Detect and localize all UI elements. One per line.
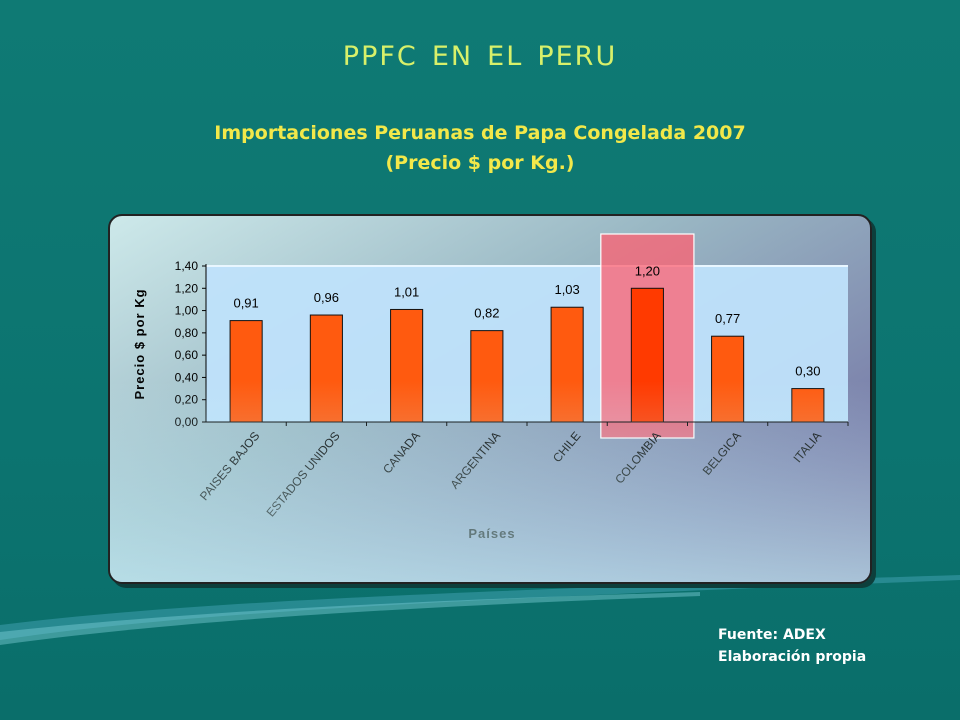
y-tick-label: 1,40 (175, 259, 199, 273)
credit-line: Elaboración propia (718, 649, 867, 665)
bar (630, 287, 664, 423)
subtitle-line-1: Importaciones Peruanas de Papa Congelada… (214, 122, 746, 144)
x-tick-label: CHILE (550, 429, 583, 465)
source-line: Fuente: ADEX (718, 627, 826, 643)
data-label: 1,20 (635, 263, 660, 278)
chart-panel: 0,00 0,20 0,40 0,60 0,80 1,00 1,20 1,40 0,91 PAIS… (108, 214, 872, 584)
y-tick-label: 0,00 (175, 415, 199, 429)
y-tick-label: 1,00 (175, 304, 199, 318)
data-label: 0,91 (233, 296, 258, 311)
bar-chart: 0,00 0,20 0,40 0,60 0,80 1,00 1,20 1,40 0,91 PAIS… (132, 233, 849, 541)
x-tick-label: CANADA (380, 429, 423, 476)
x-tick-label: BELGICA (700, 429, 744, 478)
source-note: Fuente: ADEX Elaboración propia (718, 624, 866, 668)
bar (791, 388, 825, 423)
data-label: 0,82 (474, 306, 499, 321)
plot-area (206, 266, 848, 422)
y-axis-title: Precio $ por Kg (132, 288, 147, 399)
bar (309, 314, 343, 423)
bar (470, 330, 504, 423)
chart-subtitle: Importaciones Peruanas de Papa Congelada… (0, 118, 960, 178)
y-tick-label: 1,20 (175, 281, 199, 295)
slide-title: PPFC EN EL PERU (342, 30, 618, 74)
bar (550, 306, 584, 423)
x-tick-label: ITALIA (790, 429, 824, 465)
x-tick-label: ESTADOS UNIDOS (264, 429, 343, 520)
bar (711, 335, 745, 423)
x-tick-label: ARGENTINA (447, 429, 503, 492)
x-axis-title: Países (468, 526, 515, 541)
bar (390, 308, 424, 423)
data-label: 1,03 (554, 282, 579, 297)
bar (229, 320, 263, 423)
data-label: 0,30 (795, 364, 820, 379)
subtitle-line-2: (Precio $ por Kg.) (385, 152, 575, 174)
data-label: 0,77 (715, 311, 740, 326)
data-label: 1,01 (394, 284, 419, 299)
y-tick-label: 0,40 (175, 370, 199, 384)
y-tick-label: 0,60 (175, 348, 199, 362)
y-tick-label: 0,20 (175, 393, 199, 407)
y-tick-label: 0,80 (175, 326, 199, 340)
data-label: 0,96 (314, 290, 339, 305)
x-tick-label: PAISES BAJOS (197, 429, 262, 503)
